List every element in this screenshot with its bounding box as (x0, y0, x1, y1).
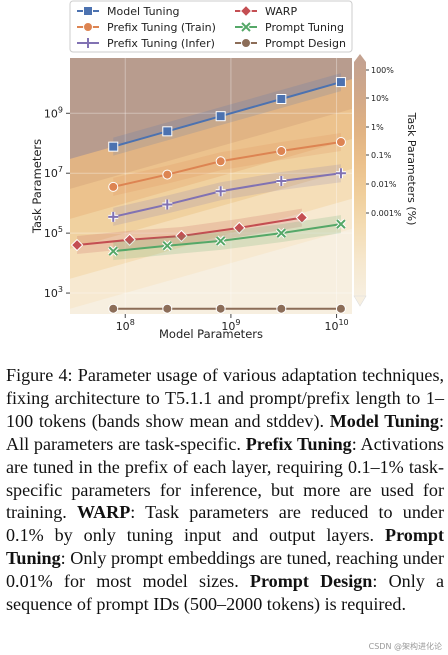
legend-label: Prefix Tuning (Infer) (107, 37, 215, 50)
grid-lines (70, 58, 352, 314)
y-tick-label-2: 107 (44, 165, 63, 180)
colorbar-tick-label-1: 10% (371, 94, 389, 103)
colorbar: 100% 10% 1% 0.1% 0.01% 0.001% Task Parameters … (353, 54, 418, 307)
data-point-0 (108, 246, 118, 256)
data-point-4 (295, 211, 309, 224)
data-point-1 (162, 169, 173, 180)
legend-label: Prompt Design (265, 37, 346, 50)
legend-marker (83, 38, 93, 48)
colorbar-label: Task Parameters (%) (405, 112, 418, 226)
data-point-0 (70, 238, 84, 252)
data-point-4 (335, 168, 346, 179)
caption-text-warp: : Task parameters are reduced to under 0… (6, 502, 444, 546)
caption-intro: Parameter usage of various adaptation te… (6, 365, 445, 431)
data-point-0 (108, 141, 119, 152)
series-prompt-design (108, 303, 346, 314)
x-tick-label-2: 1010 (324, 318, 348, 333)
data-point-1 (123, 233, 136, 246)
x-tick-label-0: 108 (116, 318, 135, 333)
data-point-2 (215, 186, 226, 197)
legend-label: Prefix Tuning (Train) (107, 21, 216, 34)
x-axis-label: Model Parameters (159, 327, 263, 341)
data-point-0 (108, 303, 119, 314)
series-prefix-tuning-train (108, 133, 346, 196)
caption-term-warp: WARP (77, 502, 131, 523)
legend-marker (241, 22, 251, 32)
caption-text-prefix-tuning: : Activations are tuned in the prefix of… (6, 433, 444, 523)
caption-text-prompt-tuning: : Only prompt embeddings are tuned, reac… (6, 548, 444, 592)
caption-term-prefix-tuning: Prefix Tuning (245, 433, 352, 454)
caption-text-model-tuning: : All parameters are task-specific. (6, 410, 444, 454)
data-point-2 (215, 111, 226, 122)
legend-marker (241, 38, 251, 48)
data-point-1 (162, 241, 172, 251)
legend-item-4: Prompt Tuning (235, 21, 344, 34)
legend-label: Model Tuning (107, 5, 180, 18)
legend-item-5: Prompt Design (235, 37, 346, 50)
caption-text-prompt-design: : Only a sequence of prompt IDs (500–200… (6, 571, 444, 615)
series-model-tuning (108, 73, 346, 156)
legend-item-2: Prefix Tuning (Infer) (77, 37, 215, 50)
data-point-0 (108, 211, 119, 222)
colorbar-tick-label-5: 0.001% (371, 209, 402, 218)
legend-marker (83, 22, 93, 32)
y-axis-label: Task Parameters (30, 139, 44, 234)
legend-box (69, 0, 353, 53)
colorbar-top-arrow (354, 54, 366, 62)
figure-caption: Figure 4: Parameter usage of various ada… (6, 364, 444, 616)
x-tick-label-1: 109 (221, 318, 240, 333)
y-tick-label-0: 103 (44, 285, 63, 300)
legend-item-3: WARP (235, 4, 297, 18)
data-point-2 (215, 236, 226, 246)
caption-term-prompt-tuning: Prompt Tuning (6, 525, 444, 569)
data-point-1 (162, 303, 173, 314)
percentage-bands (70, 58, 352, 309)
legend: Model Tuning Prefix Tuning (Train) Prefix … (69, 0, 353, 53)
series-warp (70, 208, 309, 255)
watermark: CSDN @架构进化论 (368, 642, 442, 651)
colorbar-gradient (354, 62, 366, 296)
legend-label: Prompt Tuning (265, 21, 344, 34)
colorbar-tick-label-4: 0.01% (371, 180, 397, 189)
legend-label: WARP (265, 5, 297, 18)
data-point-2 (215, 303, 226, 314)
legend-item-1: Prefix Tuning (Train) (77, 21, 216, 34)
data-point-4 (335, 137, 346, 148)
y-tick-label-3: 109 (44, 105, 63, 120)
data-point-1 (162, 126, 173, 137)
data-point-3 (276, 175, 287, 186)
data-point-2 (215, 156, 226, 167)
data-point-3 (276, 303, 287, 314)
series-prompt-tuning (107, 215, 347, 261)
caption-label: Figure 4: (6, 365, 73, 385)
legend-marker (83, 6, 93, 16)
data-point-4 (335, 303, 346, 314)
legend-marker (239, 4, 253, 18)
series-prefix-tuning-infer (108, 164, 346, 226)
caption-term-prompt-design: Prompt Design (249, 571, 373, 592)
colorbar-bottom-arrow (353, 295, 367, 307)
colorbar-tick-label-0: 100% (371, 66, 394, 75)
band-above-100 (70, 58, 352, 159)
colorbar-tick-label-3: 0.1% (371, 151, 392, 160)
colorbar-tick-label-2: 1% (371, 123, 384, 132)
caption-term-model-tuning: Model Tuning (329, 410, 439, 431)
data-point-0 (108, 181, 119, 192)
legend-item-0: Model Tuning (77, 5, 180, 18)
data-point-3 (276, 228, 287, 238)
data-point-4 (336, 219, 346, 229)
data-point-4 (335, 77, 346, 88)
series-layer (70, 73, 347, 314)
data-point-2 (175, 229, 188, 243)
data-point-3 (276, 146, 287, 157)
y-tick-label-1: 105 (44, 225, 63, 240)
data-point-3 (233, 221, 246, 235)
data-point-3 (276, 93, 287, 104)
data-point-1 (162, 199, 173, 210)
series-band (77, 208, 302, 255)
